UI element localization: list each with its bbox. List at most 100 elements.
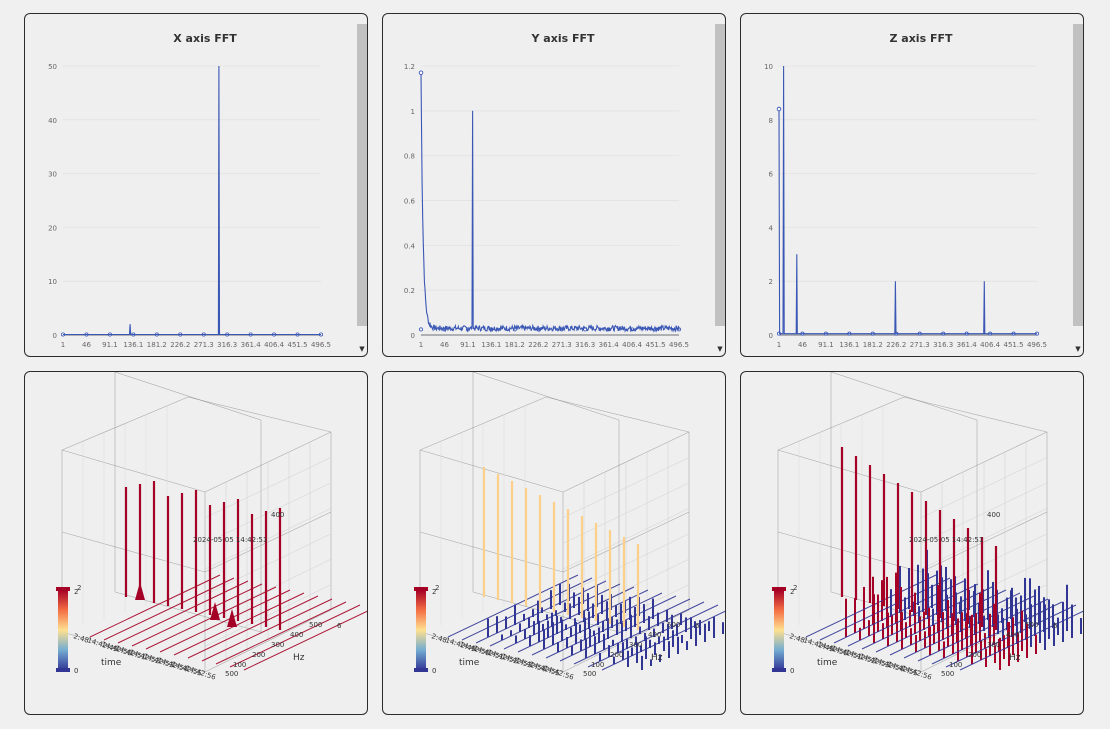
axis-box-line: [114, 372, 262, 421]
spectrum-trace: [559, 598, 691, 662]
hz-tick-label: 300: [271, 641, 284, 649]
y-fft-chart: Y axis FFT 0 0.2 0.4 0.6 0.8 1 1.2 1 46 91.1 136.1 1…: [404, 32, 689, 349]
grid-line: [562, 457, 690, 518]
scroll-down-icon[interactable]: ▼: [1075, 345, 1081, 353]
x-tick-label: 136.1: [123, 341, 143, 349]
spectrum-trace: [489, 583, 621, 647]
x-waterfall-chart[interactable]: 2024-05-05 14:42:51 400 100 200 300 400 500 Hz 6…: [25, 372, 368, 715]
x-tick-label: 1: [61, 341, 65, 349]
spectrum-peak: [227, 609, 237, 627]
hz-tick-label: 100: [591, 661, 604, 669]
y-tick-label: 0: [769, 332, 773, 340]
hz-tick-label: 500: [1025, 621, 1038, 629]
visualmap-handle-top: [56, 587, 70, 591]
scrollbar[interactable]: ▼: [357, 24, 367, 354]
spectrum-peak: [135, 582, 145, 600]
hz-tick-label: 400: [648, 631, 661, 639]
hz-tick-label: 300: [629, 641, 642, 649]
scrollbar[interactable]: ▼: [715, 24, 725, 354]
hz-tick-label: 200: [610, 651, 623, 659]
spectrum-trace: [173, 592, 305, 656]
axis-box-line: [61, 631, 206, 673]
grid-line: [920, 508, 1048, 570]
x-tick-label: 226.2: [886, 341, 906, 349]
series-line: [420, 72, 680, 333]
spectrum-trace: [461, 577, 593, 641]
scroll-down-icon[interactable]: ▼: [717, 345, 723, 353]
time-tick-label: 14:42:56: [900, 664, 933, 681]
z-tick-label: 6: [337, 622, 342, 630]
x-tick-label: 451.5: [288, 341, 308, 349]
x-tick-label: 361.4: [241, 341, 262, 349]
chart-title: Y axis FFT: [531, 32, 595, 45]
time-axis-label: time: [459, 658, 480, 668]
x-tick-label: 271.3: [194, 341, 214, 349]
grid-line: [204, 482, 332, 544]
spectrum-trace: [447, 574, 579, 638]
x-tick-label: 316.3: [575, 341, 595, 349]
visualmap-bar: [416, 590, 426, 670]
time-tick-label: 14:42:56: [184, 664, 217, 681]
y-tick-label: 6: [769, 171, 774, 179]
spectrum-peak: [210, 602, 220, 620]
visualmap-handle-bottom: [56, 668, 70, 672]
spectrum-trace: [215, 601, 347, 665]
y-tick-label: 0.2: [404, 287, 415, 295]
hz-tick-label: 300: [987, 641, 1000, 649]
axis-box-line: [187, 396, 332, 433]
hz-tick-label: 400: [290, 631, 303, 639]
scroll-thumb[interactable]: [1073, 24, 1083, 326]
y-tick-label: 0.6: [404, 198, 416, 206]
chart-title: Z axis FFT: [889, 32, 952, 45]
x-tick-label: 1: [777, 341, 781, 349]
axis-box-line: [472, 372, 620, 421]
spectrum-trace: [889, 592, 1021, 656]
z-waterfall-chart[interactable]: 2024-05-05 14:42:51 400 100 200 300 400 500 Hz 6…: [741, 372, 1084, 715]
x-tick-label: 136.1: [839, 341, 859, 349]
y-tick-label: 0: [53, 332, 57, 340]
visualmap-handle-top: [414, 587, 428, 591]
series-line: [63, 65, 321, 336]
time-tick-label: 14:42:56: [542, 664, 575, 681]
y-waterfall-chart[interactable]: 100200300400500Hz625002:4814:42:4914:42:…: [383, 372, 726, 715]
axis-box-line: [419, 631, 564, 673]
scroll-thumb[interactable]: [357, 24, 367, 326]
scroll-down-icon[interactable]: ▼: [359, 345, 365, 353]
x-tick-label: 136.1: [481, 341, 501, 349]
grid-line: [562, 533, 690, 596]
spectrum-trace: [117, 580, 249, 644]
x-tick-label: 91.1: [102, 341, 118, 349]
start-marker: [776, 106, 782, 112]
hz-axis-label: Hz: [1009, 653, 1021, 663]
grid-line: [204, 533, 332, 596]
spectrum-trace: [587, 604, 719, 668]
x-fft-panel: X axis FFT 0 10 20 30 40 50 1 46 91.1 136.1 181.2 22…: [24, 13, 368, 357]
visualmap-handle-bottom: [772, 668, 786, 672]
z-tick-label: 6: [1053, 622, 1058, 630]
x-tick-label: 226.2: [528, 341, 548, 349]
x-tick-label: 496.5: [669, 341, 689, 349]
hz-tick-label: 100: [233, 661, 246, 669]
y-tick-label: 8: [769, 117, 773, 125]
spectrum-trace: [573, 601, 705, 665]
axis-box-line: [777, 531, 922, 573]
spectrum-trace: [229, 604, 361, 668]
scroll-thumb[interactable]: [715, 24, 725, 326]
visualmap-min-label: 0: [790, 667, 794, 675]
visualmap-bar: [58, 590, 68, 670]
y-tick-label: 4: [769, 224, 774, 232]
axis-box-line: [777, 631, 922, 673]
y-tick-label: 1: [411, 108, 415, 116]
x-tick-label: 91.1: [460, 341, 476, 349]
x-tick-label: 496.5: [311, 341, 331, 349]
x-tick-label: 361.4: [599, 341, 620, 349]
visualmap-max-label: 2: [432, 588, 436, 596]
x-tick-label: 1: [419, 341, 423, 349]
x-tick-label: 406.4: [264, 341, 285, 349]
start-marker: [418, 70, 424, 75]
x-tick-label: 496.5: [1027, 341, 1047, 349]
scrollbar[interactable]: ▼: [1073, 24, 1083, 354]
x-tick-label: 46: [798, 341, 807, 349]
spectrum-trace: [861, 586, 993, 650]
spectrum-trace: [89, 574, 221, 638]
